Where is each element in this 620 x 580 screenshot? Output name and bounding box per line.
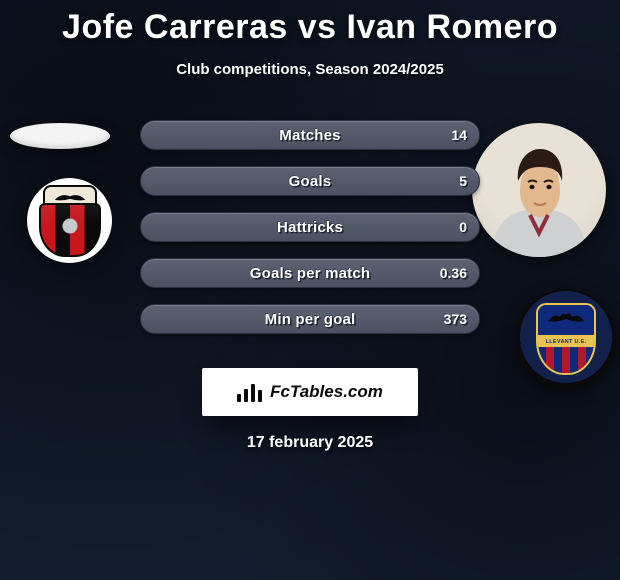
stat-row-goals-per-match: Goals per match 0.36	[140, 258, 480, 288]
vs-label: vs	[298, 8, 337, 46]
bars-icon	[237, 382, 262, 402]
stat-label: Min per goal	[265, 311, 356, 328]
stat-row-hattricks: Hattricks 0	[140, 212, 480, 242]
page-title: Jofe Carreras vs Ivan Romero	[0, 8, 620, 47]
stats-list: Matches 14 Goals 5 Hattricks 0 Goals per…	[140, 120, 480, 334]
fctables-badge: FcTables.com	[202, 368, 418, 416]
player2-portrait-icon	[472, 123, 606, 257]
subtitle: Club competitions, Season 2024/2025	[0, 61, 620, 78]
stat-value-right: 14	[451, 127, 467, 143]
player1-avatar-placeholder	[10, 123, 110, 149]
stat-value-right: 5	[459, 173, 467, 189]
player2-avatar	[472, 123, 606, 257]
footer-date: 17 february 2025	[0, 434, 620, 452]
levante-shield-icon: LLEVANT U.E.	[536, 303, 596, 375]
player1-name: Jofe Carreras	[62, 8, 288, 46]
card: Jofe Carreras vs Ivan Romero Club compet…	[0, 0, 620, 580]
stat-value-right: 373	[444, 311, 467, 327]
club-label: LLEVANT U.E.	[546, 339, 587, 345]
player2-name: Ivan Romero	[347, 8, 558, 46]
stat-label: Matches	[279, 127, 340, 144]
player2-club-badge: LLEVANT U.E.	[516, 289, 616, 389]
mirandes-shield-icon	[39, 185, 101, 257]
stat-value-right: 0	[459, 219, 467, 235]
fctables-label: FcTables.com	[270, 382, 383, 402]
stat-label: Goals per match	[250, 265, 371, 282]
stat-row-min-per-goal: Min per goal 373	[140, 304, 480, 334]
stat-row-matches: Matches 14	[140, 120, 480, 150]
stat-value-right: 0.36	[440, 265, 467, 281]
stat-row-goals: Goals 5	[140, 166, 480, 196]
stat-label: Goals	[289, 173, 332, 190]
player1-club-badge	[27, 178, 112, 263]
stat-label: Hattricks	[277, 219, 343, 236]
bat-icon	[546, 309, 586, 327]
